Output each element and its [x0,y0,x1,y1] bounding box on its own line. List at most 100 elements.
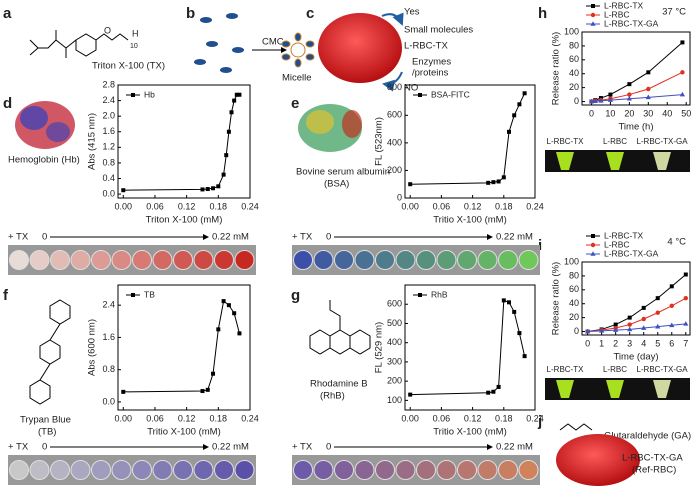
triton-structure [29,30,129,58]
y-axis-label: FL (529 nm) [374,322,385,373]
c-text: NO [404,83,418,94]
legend-label: RhB [431,289,448,299]
marker [680,70,685,75]
y-tick-label: 60 [569,284,579,294]
x-tick-label: 0 [589,108,594,118]
y-tick-label: 2.0 [102,111,115,121]
marker [627,315,632,320]
x-axis-label: Triton X-100 (mM) [146,215,223,226]
well [313,250,334,270]
dye-label: Rhodamine B [310,379,368,390]
y-axis-label: Abs (415 nm) [87,113,98,170]
marker [216,327,221,332]
well [395,250,416,270]
y-tick-label: 800 [387,82,402,92]
well [498,250,518,270]
marker [591,4,595,8]
strip-label: 0.22 mM [496,442,533,453]
well [29,250,50,270]
tube-label: L-RBC [603,365,627,374]
tube [606,380,624,398]
x-tick-label: 0.24 [241,201,259,211]
marker [608,92,613,97]
marker [408,182,413,187]
x-axis-label: Time (day) [613,352,658,363]
legend-label: L-RBC-TX [604,230,644,240]
series-line [591,94,683,103]
protein-label: (BSA) [324,179,349,190]
y-tick-label: 20 [569,82,579,92]
marker [627,82,632,87]
tube [556,380,574,398]
y-tick-label: 40 [569,68,579,78]
protein-label: Hemoglobin (Hb) [8,155,80,166]
marker [598,98,604,103]
marker [679,91,686,97]
well [354,460,375,480]
tb-structure [29,299,71,405]
well [518,460,539,480]
j-text: (Ref-RBC) [632,465,676,476]
marker [229,110,234,115]
legend-label: L-RBC-TX-GA [604,18,659,28]
panel-letter: i [538,237,542,254]
marker [512,113,517,118]
strip-label: 0 [42,442,47,453]
marker [592,98,598,103]
marker [607,97,614,102]
c-text: Yes [404,7,420,18]
x-tick-label: 0 [585,338,590,348]
y-tick-label: 500 [387,318,402,328]
well [173,250,193,270]
well [313,460,334,480]
well [457,250,477,270]
annotation: 37 °C [662,7,686,18]
well [293,250,313,270]
well [173,460,193,480]
x-tick-label: 0.00 [401,413,419,423]
protein-label: Bovine serum albumin [296,167,390,178]
plot-frame [117,84,251,199]
y-axis-label: Release ratio (%) [551,32,562,105]
x-tick-label: 0.18 [210,201,228,211]
strip-label: 0.22 mM [212,232,249,243]
x-tick-label: 0.00 [115,413,133,423]
x-tick-label: 1 [599,338,604,348]
marker [613,322,618,327]
y-tick-label: 0 [574,326,579,336]
marker [517,102,522,107]
well [477,460,498,480]
strip-label: + TX [292,442,313,453]
marker [627,326,633,332]
series-line [123,300,240,393]
marker [591,234,595,238]
marker [200,389,205,394]
surfactant-monomers [194,13,244,73]
marker [496,179,501,184]
dye-label: (RhB) [320,391,345,402]
series-line [410,93,526,185]
x-tick-label: 0.18 [495,413,513,423]
y-axis-label: Abs (600 nm) [87,319,98,376]
dye-label: (TB) [38,427,56,438]
marker [512,309,517,314]
well [111,250,132,270]
atom: H [132,28,139,38]
marker [655,310,660,315]
tube [653,152,671,170]
y-axis-label: FL (523nm) [374,117,385,166]
marker [669,284,674,289]
marker [627,92,632,97]
x-tick-label: 0.12 [464,413,482,423]
arrow-label: CMC [262,37,284,48]
x-tick-label: 0.06 [433,201,451,211]
x-axis-label: Tritio X-100 (mM) [433,215,507,226]
marker [627,322,632,327]
x-tick-label: 6 [669,338,674,348]
well [50,460,70,480]
panel-letters: a b c d e f g h i j [3,5,547,430]
marker [680,40,685,45]
y-tick-label: 0.4 [102,173,115,183]
marker [131,93,135,97]
panel-letter: b [186,5,195,22]
